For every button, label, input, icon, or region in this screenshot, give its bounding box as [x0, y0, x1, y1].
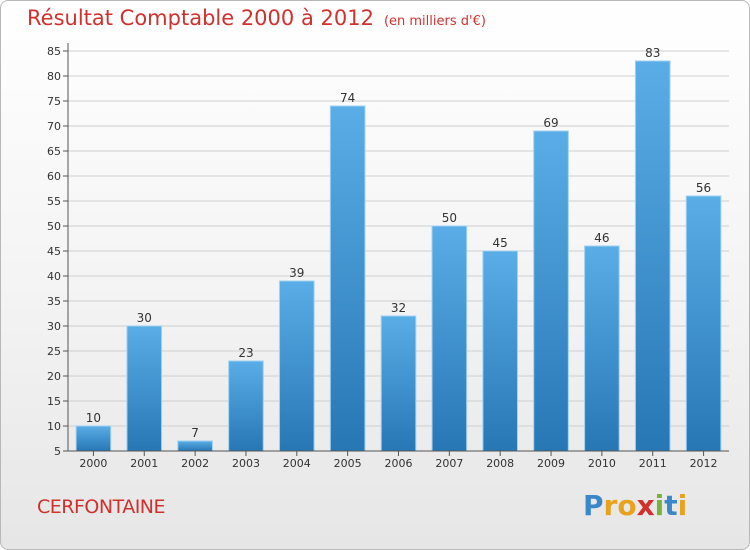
- data-label-2010: 46: [594, 231, 609, 245]
- bar-2012: [685, 195, 722, 452]
- bars: 10 30 7 23 39 74 32 50 45 69 46 83 56: [75, 46, 722, 452]
- commune-name: CERFONTAINE: [37, 496, 166, 518]
- logo-letter: t: [664, 489, 678, 522]
- logo-letter: P: [583, 489, 604, 522]
- y-tick-label: 50: [47, 220, 61, 233]
- bar-2003: [228, 360, 264, 452]
- proxiti-logo: Proxiti: [583, 489, 687, 522]
- x-tick-label-2011: 2011: [639, 457, 667, 470]
- logo-letter: x: [636, 489, 655, 522]
- chart-subtitle: (en milliers d'€): [383, 14, 486, 29]
- bar-2007: [431, 225, 468, 452]
- y-tick-label: 25: [47, 345, 61, 358]
- y-tick-label: 85: [47, 45, 61, 58]
- data-label-2007: 50: [442, 211, 457, 225]
- chart-title-text: Résultat Comptable 2000 à 2012: [27, 6, 374, 30]
- bar-2008: [482, 250, 518, 452]
- bar-2000: [75, 425, 112, 452]
- bar-2011: [634, 60, 671, 452]
- x-tick-label-2010: 2010: [588, 457, 616, 470]
- logo-letter: i: [677, 489, 688, 522]
- data-label-2000: 10: [86, 411, 101, 425]
- bar-2004: [279, 280, 315, 452]
- bar-2001: [126, 325, 163, 452]
- x-tick-label-2002: 2002: [181, 457, 209, 470]
- data-label-2004: 39: [289, 266, 304, 280]
- x-tick-label-2004: 2004: [283, 457, 311, 470]
- data-label-2012: 56: [696, 181, 711, 195]
- x-tick-label-2000: 2000: [79, 457, 107, 470]
- logo-letter: r: [603, 489, 618, 522]
- x-tick-label-2003: 2003: [232, 457, 260, 470]
- y-axis: 5 10 15 20 25 30 35 40 45 50 55 60 65 70 75 80 85: [47, 43, 69, 458]
- bar-2009: [533, 130, 569, 452]
- bar-2005: [329, 105, 366, 452]
- y-tick-label: 20: [47, 370, 61, 383]
- y-tick-label: 10: [47, 420, 61, 433]
- logo-letter: i: [654, 489, 665, 522]
- data-label-2008: 45: [493, 236, 508, 250]
- x-axis: 2000 2001 2002 2003 2004 2005 2006 2007 2008 2009…: [68, 450, 729, 470]
- data-label-2003: 23: [238, 346, 253, 360]
- data-label-2011: 83: [645, 46, 660, 60]
- chart-title: Résultat Comptable 2000 à 2012 (en millie…: [27, 6, 486, 30]
- bar-2006: [380, 315, 417, 452]
- y-tick-label: 40: [47, 270, 61, 283]
- bar-2002: [177, 440, 213, 452]
- bar-2010: [584, 245, 620, 452]
- x-tick-label-2008: 2008: [486, 457, 514, 470]
- data-label-2005: 74: [340, 91, 355, 105]
- x-tick-label-2007: 2007: [435, 457, 463, 470]
- y-tick-label: 5: [54, 445, 61, 458]
- y-tick-label: 30: [47, 320, 61, 333]
- data-label-2009: 69: [543, 116, 558, 130]
- y-tick-label: 75: [47, 95, 61, 108]
- logo-letter: o: [617, 489, 637, 522]
- y-tick-label: 35: [47, 295, 61, 308]
- x-tick-label-2012: 2012: [690, 457, 718, 470]
- x-tick-label-2006: 2006: [385, 457, 413, 470]
- x-tick-label-2005: 2005: [334, 457, 362, 470]
- y-tick-label: 60: [47, 170, 61, 183]
- y-tick-label: 15: [47, 395, 61, 408]
- data-label-2001: 30: [137, 311, 152, 325]
- y-tick-label: 45: [47, 245, 61, 258]
- y-tick-label: 55: [47, 195, 61, 208]
- data-label-2006: 32: [391, 301, 406, 315]
- x-tick-label-2009: 2009: [537, 457, 565, 470]
- x-tick-label-2001: 2001: [130, 457, 158, 470]
- y-tick-label: 80: [47, 70, 61, 83]
- y-tick-label: 70: [47, 120, 61, 133]
- y-tick-label: 65: [47, 145, 61, 158]
- data-label-2002: 7: [191, 426, 199, 440]
